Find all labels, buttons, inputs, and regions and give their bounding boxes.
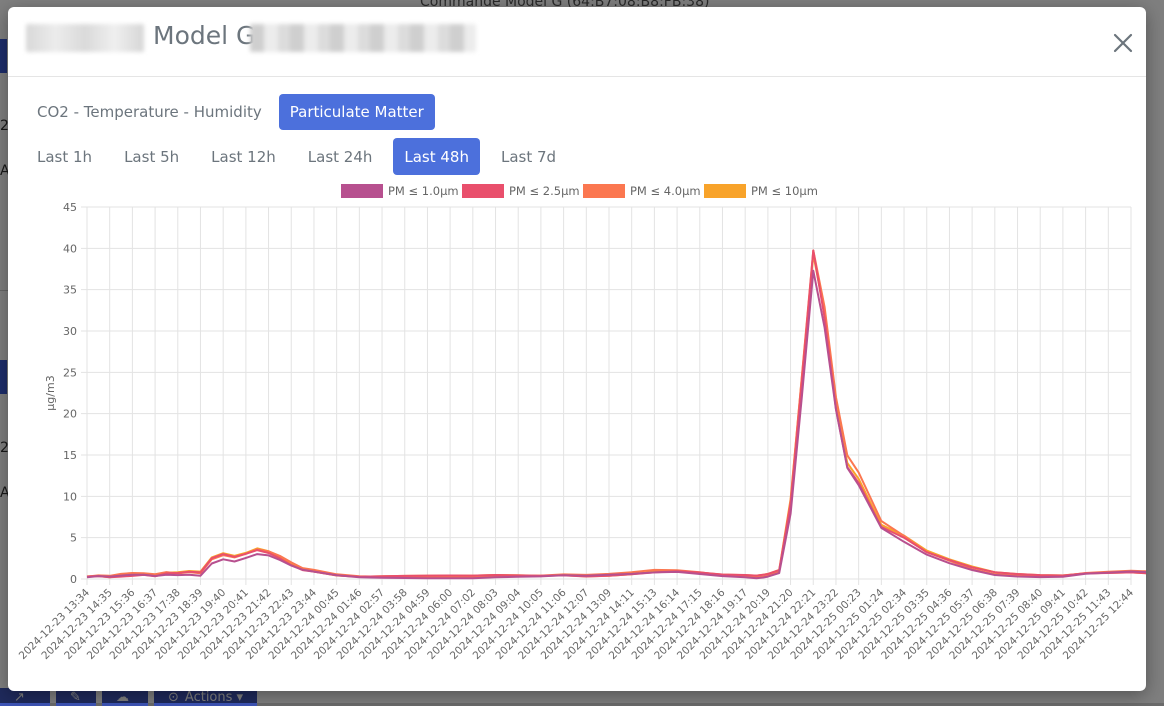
close-button[interactable]	[1108, 28, 1138, 58]
range-last-24h[interactable]: Last 24h	[297, 138, 384, 175]
range-last-5h[interactable]: Last 5h	[113, 138, 190, 175]
legend-swatch	[704, 184, 746, 198]
legend-label: PM ≤ 4.0µm	[630, 184, 701, 198]
range-last-7d[interactable]: Last 7d	[490, 138, 567, 175]
y-tick-label: 10	[63, 490, 77, 503]
tab-co2-temperature-humidity[interactable]: CO2 - Temperature - Humidity	[26, 94, 273, 130]
redacted-text	[26, 24, 144, 52]
y-axis-title: µg/m3	[44, 375, 57, 410]
legend-label: PM ≤ 2.5µm	[509, 184, 580, 198]
y-tick-label: 20	[63, 408, 77, 421]
modal-header: Model G	[8, 7, 1146, 77]
y-tick-label: 5	[70, 532, 77, 545]
y-tick-label: 25	[63, 366, 77, 379]
legend-swatch	[341, 184, 383, 198]
time-range-selector: Last 1h Last 5h Last 12h Last 24h Last 4…	[26, 138, 577, 175]
close-icon	[1113, 33, 1133, 53]
range-last-48h[interactable]: Last 48h	[393, 138, 480, 175]
series-line	[86, 269, 1150, 580]
modal-title: Model G	[153, 21, 256, 50]
legend-label: PM ≤ 10µm	[751, 184, 818, 198]
y-tick-label: 45	[63, 201, 77, 214]
chart-container: 0 5 10 15 20 25 30 35 40 45 2024-12-23 13:34 2024-1…	[8, 7, 1150, 691]
y-tick-label: 15	[63, 449, 77, 462]
range-last-12h[interactable]: Last 12h	[200, 138, 287, 175]
y-tick-label: 35	[63, 284, 77, 297]
metric-tabs: CO2 - Temperature - Humidity Particulate…	[26, 94, 435, 130]
legend-swatch	[462, 184, 504, 198]
range-last-1h[interactable]: Last 1h	[26, 138, 103, 175]
chart-modal: Model G CO2 - Temperature - Humidity Par…	[8, 7, 1150, 691]
y-tick-label: 0	[70, 573, 77, 586]
y-tick-label: 30	[63, 325, 77, 338]
redacted-text	[250, 24, 476, 52]
y-tick-label: 40	[63, 242, 77, 255]
legend-label: PM ≤ 1.0µm	[388, 184, 459, 198]
tab-particulate-matter[interactable]: Particulate Matter	[278, 94, 435, 130]
legend-swatch	[583, 184, 625, 198]
